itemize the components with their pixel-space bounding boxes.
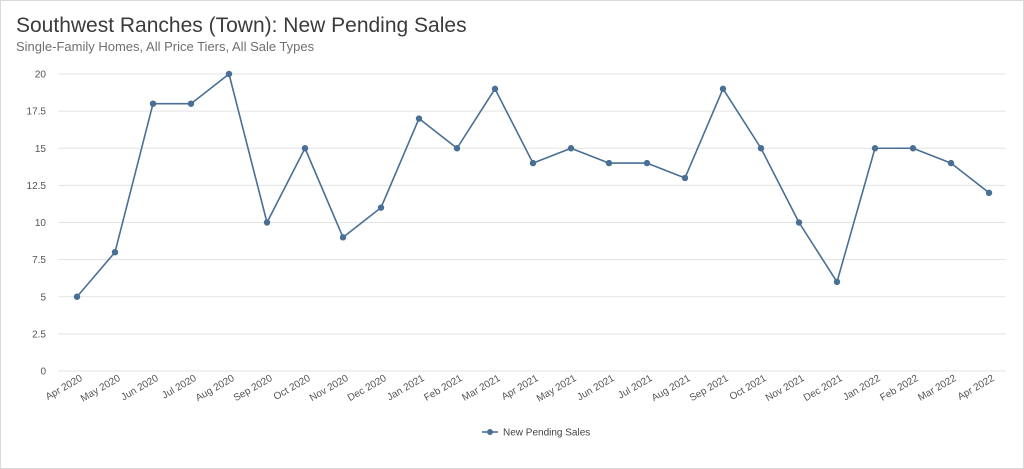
x-tick-label: Oct 2020 xyxy=(272,373,313,403)
y-tick-label: 15 xyxy=(35,144,47,155)
x-tick-label: Oct 2021 xyxy=(728,373,769,403)
x-tick-label: Sep 2020 xyxy=(232,373,275,404)
data-point[interactable] xyxy=(73,293,81,300)
data-point[interactable] xyxy=(415,115,423,122)
data-point[interactable] xyxy=(985,189,993,196)
data-point[interactable] xyxy=(453,145,461,152)
x-tick-label: Aug 2020 xyxy=(194,373,237,404)
series-layer xyxy=(73,70,993,300)
data-point[interactable] xyxy=(681,174,689,182)
x-tick-label: Dec 2021 xyxy=(802,373,845,404)
x-tick-label: May 2021 xyxy=(535,373,579,405)
y-tick-label: 20 xyxy=(35,70,47,81)
y-tick-label: 17.5 xyxy=(27,107,47,118)
data-point[interactable] xyxy=(339,234,347,241)
data-point[interactable] xyxy=(529,159,537,167)
y-tick-label: 5 xyxy=(40,292,46,303)
x-tick-label: Apr 2022 xyxy=(956,373,997,403)
x-tick-label: Aug 2021 xyxy=(650,373,693,404)
data-point[interactable] xyxy=(909,145,917,152)
y-axis: 0 2.5 5 7.5 10 12.5 15 17.5 20 xyxy=(27,70,47,378)
legend-label: New Pending Sales xyxy=(503,428,590,439)
x-tick-label: Jan 2021 xyxy=(385,373,427,403)
data-point[interactable] xyxy=(947,159,955,167)
data-point[interactable] xyxy=(377,204,385,211)
data-point[interactable] xyxy=(795,219,803,226)
x-tick-label: May 2020 xyxy=(79,373,123,405)
chart-title: Southwest Ranches (Town): New Pending Sa… xyxy=(16,14,467,37)
x-tick-label: Sep 2021 xyxy=(688,373,731,404)
x-tick-label: Dec 2020 xyxy=(346,373,389,404)
x-tick-label: Jul 2021 xyxy=(616,373,655,402)
data-point[interactable] xyxy=(149,100,157,107)
legend-marker xyxy=(487,429,493,435)
data-point[interactable] xyxy=(643,159,651,167)
x-tick-label: Mar 2021 xyxy=(460,373,502,404)
x-tick-label: Mar 2022 xyxy=(916,373,958,404)
data-point[interactable] xyxy=(567,145,575,152)
y-tick-label: 10 xyxy=(35,218,47,229)
x-tick-label: Apr 2020 xyxy=(44,373,85,403)
data-point[interactable] xyxy=(111,249,119,256)
y-tick-label: 0 xyxy=(40,367,46,378)
x-tick-label: Feb 2021 xyxy=(422,373,464,404)
data-point[interactable] xyxy=(187,100,195,107)
data-point[interactable] xyxy=(263,219,271,226)
x-tick-label: Nov 2020 xyxy=(308,373,351,404)
data-point[interactable] xyxy=(225,70,233,78)
data-point[interactable] xyxy=(833,278,841,286)
data-point[interactable] xyxy=(719,85,727,93)
x-tick-label: Feb 2022 xyxy=(878,373,920,404)
y-tick-label: 12.5 xyxy=(27,181,47,192)
data-point[interactable] xyxy=(605,159,613,167)
x-tick-label: Jul 2020 xyxy=(160,373,199,402)
data-point[interactable] xyxy=(301,145,309,152)
y-tick-label: 7.5 xyxy=(32,255,46,266)
x-tick-label: Apr 2021 xyxy=(500,373,541,403)
data-point[interactable] xyxy=(491,85,499,93)
x-tick-label: Nov 2021 xyxy=(764,373,807,404)
legend: New Pending Sales xyxy=(482,428,590,439)
x-tick-label: Jun 2020 xyxy=(119,373,161,403)
data-point[interactable] xyxy=(757,145,765,152)
data-point[interactable] xyxy=(871,145,879,152)
chart-subtitle: Single-Family Homes, All Price Tiers, Al… xyxy=(16,39,315,54)
x-tick-label: Jan 2022 xyxy=(841,373,883,403)
y-tick-label: 2.5 xyxy=(32,329,46,340)
grid-layer xyxy=(58,73,1006,372)
x-tick-label: Jun 2021 xyxy=(575,373,617,403)
